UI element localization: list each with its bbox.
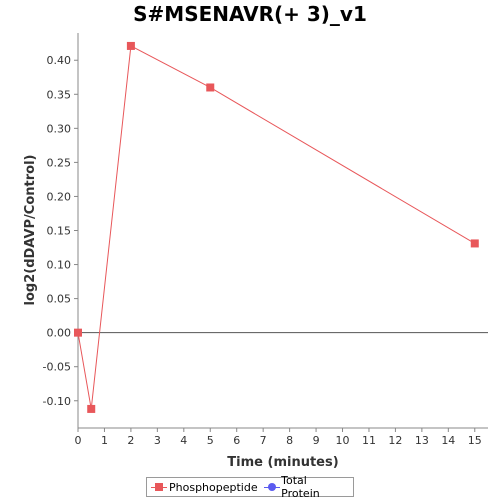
x-tick-label: 1 (101, 434, 108, 447)
x-tick-label: 13 (415, 434, 429, 447)
data-point (74, 328, 82, 337)
y-tick-label: -0.05 (43, 361, 71, 374)
y-tick-label: 0.00 (47, 327, 72, 340)
x-tick-label: 12 (388, 434, 402, 447)
data-point (470, 239, 479, 248)
x-tick-label: 7 (260, 434, 267, 447)
square-marker-icon (151, 482, 167, 492)
chart-title: S#MSENAVR(+ 3)_v1 (133, 2, 367, 26)
legend: Phosphopeptide Total Protein (146, 474, 354, 500)
y-tick-label: 0.10 (47, 259, 72, 272)
x-tick-label: 10 (336, 434, 350, 447)
data-point (87, 404, 96, 413)
series-layer (74, 41, 479, 413)
x-tick-label: 4 (180, 434, 187, 447)
y-tick-label: 0.35 (47, 88, 72, 101)
x-tick-label: 15 (468, 434, 482, 447)
x-tick-label: 14 (441, 434, 455, 447)
y-tick-label: 0.15 (47, 225, 72, 238)
circle-marker-icon (263, 482, 280, 492)
x-tick-label: 9 (313, 434, 320, 447)
legend-label: Total Protein (281, 474, 320, 500)
x-tick-label: 2 (127, 434, 134, 447)
axes: -0.10 -0.05 0.00 0.05 0.10 0.15 0.20 0.25 0.30 0.… (43, 33, 488, 447)
y-tick-label: 0.05 (47, 293, 72, 306)
y-tick-label: 0.30 (47, 122, 72, 135)
y-tick-label: -0.10 (43, 395, 71, 408)
x-tick-label: 6 (233, 434, 240, 447)
y-tick-label: 0.40 (47, 54, 72, 67)
series-line (77, 45, 476, 410)
x-axis-label: Time (minutes) (227, 455, 338, 470)
x-tick-label: 0 (75, 434, 82, 447)
x-tick-label: 8 (286, 434, 293, 447)
y-tick-label: 0.20 (47, 190, 72, 203)
x-tick-label: 3 (154, 434, 161, 447)
y-axis-label: log2(dDAVP/Control) (23, 155, 38, 306)
y-tick-label: 0.25 (47, 156, 72, 169)
data-point (126, 41, 135, 50)
x-tick-label: 11 (362, 434, 376, 447)
legend-label: Phosphopeptide (169, 480, 258, 494)
legend-item-total-protein: Total Protein (263, 474, 347, 500)
x-tick-label: 5 (207, 434, 214, 447)
legend-item-phosphopeptide: Phosphopeptide (151, 481, 258, 494)
data-point (206, 83, 215, 92)
